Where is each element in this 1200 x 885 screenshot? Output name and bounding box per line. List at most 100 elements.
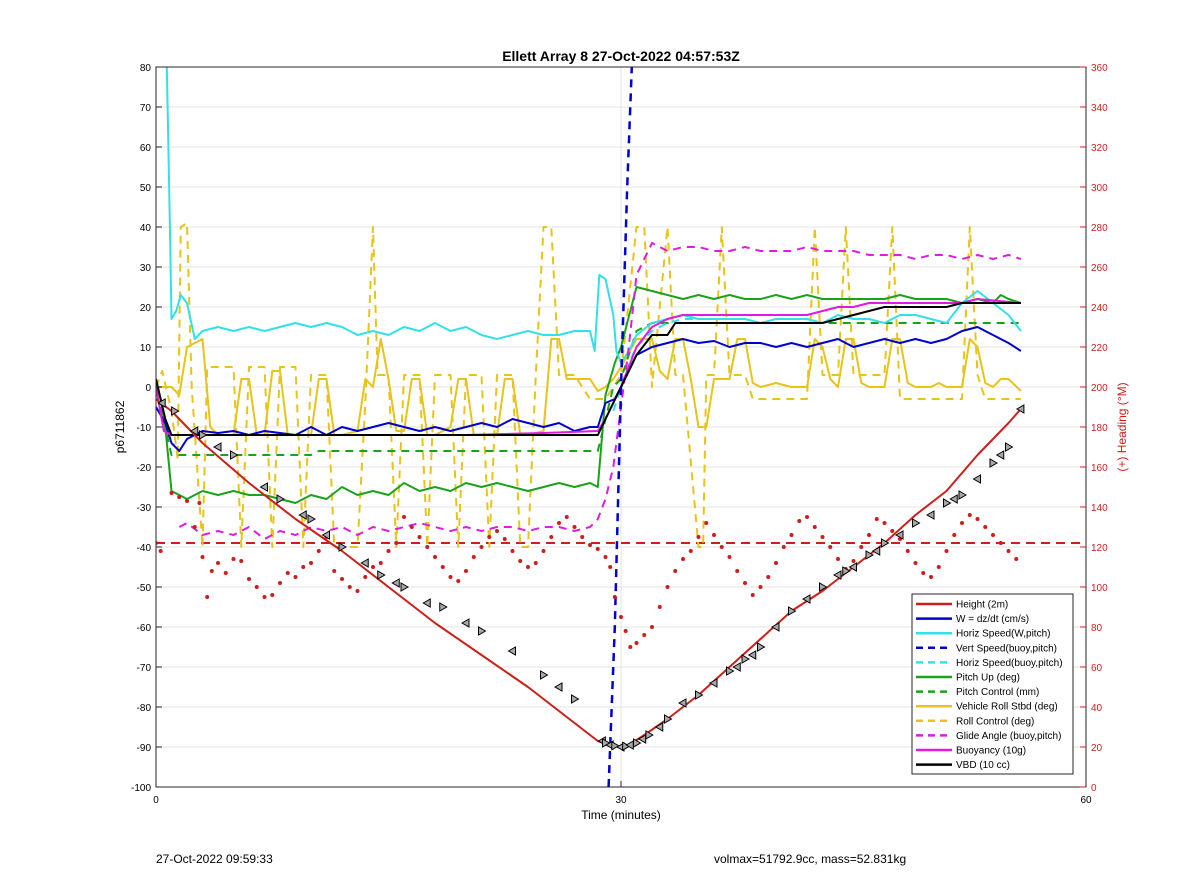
x-axis-ticks: 0 30 60 (153, 781, 1092, 806)
left-axis-ticks: -100-90-80-70-60-50-40-30-20-10010203040… (131, 63, 162, 794)
y2-tick-label: 280 (1091, 223, 1108, 234)
y-tick-label: -30 (137, 503, 152, 514)
heading-point (409, 525, 414, 529)
triangle-marker (1005, 442, 1014, 452)
heading-point (487, 535, 492, 539)
heading-point (402, 515, 406, 519)
triangle-marker (912, 518, 921, 528)
triangle-marker (958, 490, 968, 500)
heading-point (278, 581, 282, 585)
triangle-marker (832, 570, 842, 580)
legend-label-3: Vert Speed(buoy,pitch) (956, 643, 1057, 654)
y-tick-label: 20 (140, 303, 152, 314)
heading-point (719, 545, 724, 549)
series-line-2 (165, 67, 1022, 364)
y2-tick-label: 260 (1091, 263, 1108, 274)
heading-point (913, 561, 918, 565)
y2-tick-label: 140 (1091, 503, 1108, 514)
triangle-marker (741, 654, 751, 664)
heading-point (603, 555, 608, 559)
triangle-marker (708, 678, 718, 688)
heading-point (247, 577, 251, 581)
y2-tick-label: 100 (1091, 583, 1108, 594)
triangle-marker (259, 482, 268, 492)
y2-tick-label: 160 (1091, 463, 1108, 474)
triangle-marker (645, 730, 654, 740)
heading-point (766, 575, 771, 579)
heading-point (681, 557, 685, 561)
heading-point (608, 565, 613, 569)
footer-timestamp: 27-Oct-2022 09:59:33 (156, 852, 273, 866)
triangle-marker (732, 662, 741, 672)
legend-label-8: Roll Control (deg) (956, 716, 1034, 727)
y-tick-label: 10 (140, 343, 152, 354)
footer-params: volmax=51792.9cc, mass=52.831kg (714, 852, 907, 866)
triangle-marker (171, 406, 180, 416)
heading-point (495, 529, 499, 533)
triangle-marker (995, 450, 1005, 460)
triangle-marker (989, 458, 999, 468)
heading-point (209, 569, 214, 573)
y2-tick-label: 120 (1091, 543, 1108, 554)
heading-point (673, 569, 678, 573)
heading-point (665, 585, 670, 589)
heading-point (619, 615, 623, 619)
x-tick-label: 60 (1080, 795, 1092, 806)
heading-point (200, 555, 205, 559)
plot-area (156, 67, 1086, 787)
heading-point (983, 525, 988, 529)
heading-point (448, 575, 453, 579)
triangle-marker (571, 694, 580, 704)
heading-point (944, 549, 949, 553)
triangle-marker (422, 598, 431, 608)
heading-point (192, 525, 197, 529)
x-tick-label: 0 (153, 795, 159, 806)
heading-point (285, 571, 290, 575)
heading-point (332, 569, 337, 573)
heading-point (628, 645, 633, 649)
y-tick-label: -60 (137, 623, 152, 634)
heading-point (859, 545, 864, 549)
triangle-marker (157, 398, 166, 408)
heading-point (169, 491, 174, 495)
triangle-marker (377, 570, 386, 580)
chart-title: Ellett Array 8 27-Oct-2022 04:57:53Z (502, 48, 740, 64)
heading-point (464, 569, 468, 573)
y-tick-label: -80 (137, 703, 152, 714)
heading-point (216, 561, 220, 565)
triangle-marker (611, 740, 620, 751)
triangle-marker (230, 450, 239, 460)
heading-point (223, 571, 228, 575)
heading-point (433, 555, 437, 559)
heading-point (510, 549, 515, 553)
series-line-8 (156, 222, 1021, 548)
y-tick-label: 80 (140, 63, 152, 74)
heading-point (960, 521, 964, 525)
heading-point (378, 561, 383, 565)
triangle-marker (865, 550, 875, 560)
heading-point (1006, 549, 1011, 553)
legend-label-11: VBD (10 cc) (956, 760, 1010, 771)
series-line-9 (178, 242, 1022, 540)
triangle-marker (848, 562, 857, 572)
heading-point (440, 565, 445, 569)
heading-point (185, 499, 189, 503)
legend-label-6: Pitch Control (mm) (956, 687, 1039, 698)
y-tick-label: -10 (137, 423, 152, 434)
heading-point (347, 585, 352, 589)
heading-point (952, 533, 957, 537)
y-tick-label: -70 (137, 663, 152, 674)
triangle-marker (925, 510, 935, 520)
heading-point (316, 549, 321, 553)
y2-tick-label: 200 (1091, 383, 1108, 394)
heading-point (750, 593, 755, 597)
heading-point (239, 559, 244, 563)
legend-label-0: Height (2m) (956, 600, 1008, 611)
heading-point (797, 519, 802, 523)
heading-point (394, 541, 399, 545)
triangle-marker (949, 494, 958, 504)
series-line-11 (156, 302, 1021, 436)
heading-point (867, 533, 871, 537)
heading-point (828, 545, 833, 549)
